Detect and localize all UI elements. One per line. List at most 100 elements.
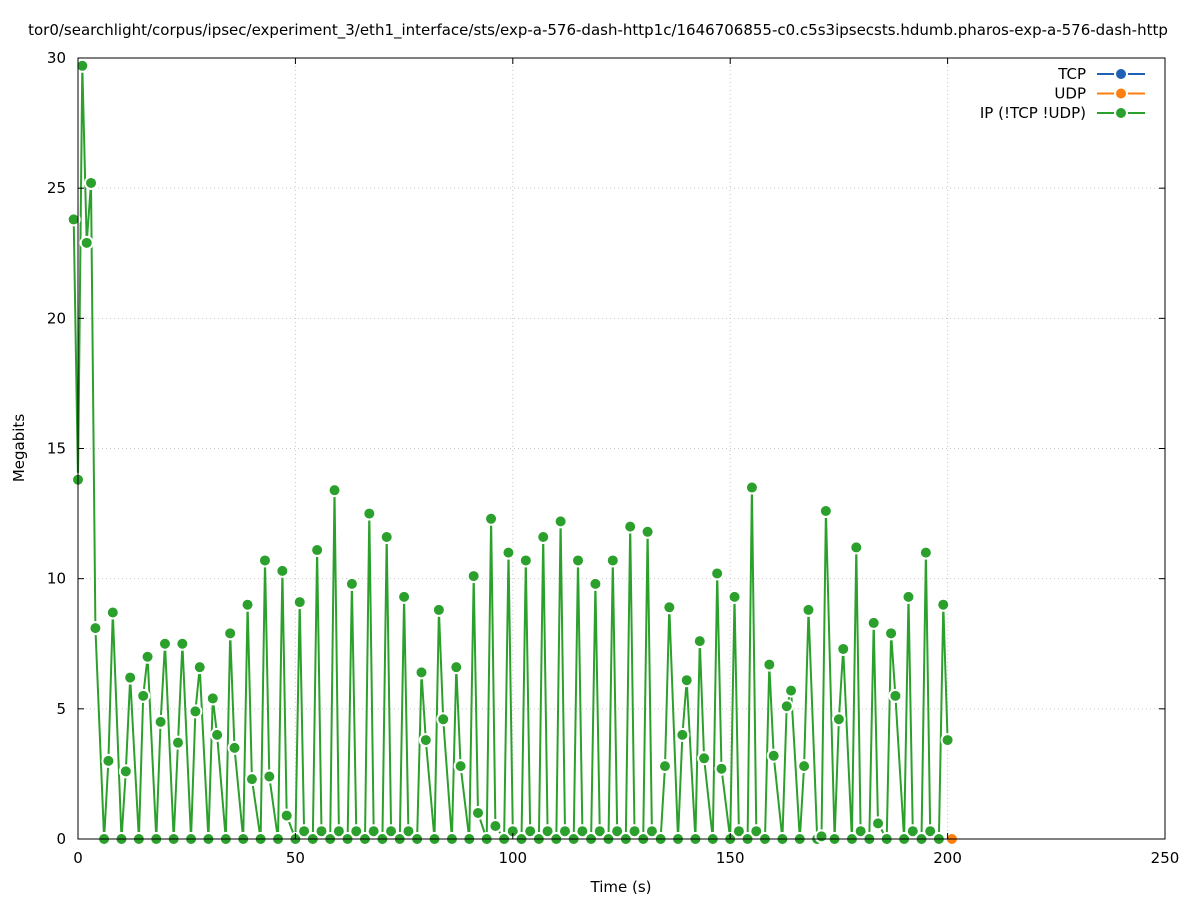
data-point <box>75 58 90 73</box>
data-point <box>431 602 446 617</box>
data-point <box>275 563 290 578</box>
data-point <box>940 733 955 748</box>
y-tick-label: 10 <box>47 570 66 588</box>
y-tick-label: 30 <box>47 49 66 67</box>
data-point <box>227 740 242 755</box>
data-point <box>536 530 551 545</box>
data-point <box>244 772 259 787</box>
data-point <box>344 576 359 591</box>
x-tick-label: 0 <box>73 849 83 867</box>
data-point <box>518 553 533 568</box>
data-point <box>627 824 642 839</box>
data-point <box>88 621 103 636</box>
data-point <box>884 626 899 641</box>
x-tick-label: 100 <box>498 849 527 867</box>
legend-label: UDP <box>1054 85 1086 103</box>
data-point <box>101 753 116 768</box>
data-point <box>331 824 346 839</box>
y-tick-label: 20 <box>47 309 66 327</box>
data-point <box>257 553 272 568</box>
data-point <box>223 626 238 641</box>
data-point <box>797 759 812 774</box>
data-point <box>918 545 933 560</box>
data-point <box>762 657 777 672</box>
data-point <box>397 589 412 604</box>
data-point <box>784 683 799 698</box>
data-point <box>123 670 138 685</box>
data-point <box>84 175 99 190</box>
data-point <box>831 712 846 727</box>
data-point <box>801 602 816 617</box>
data-point <box>692 634 707 649</box>
data-point <box>866 615 881 630</box>
data-point <box>766 748 781 763</box>
data-point <box>210 727 225 742</box>
data-point <box>553 514 568 529</box>
data-point <box>466 569 481 584</box>
data-point <box>66 212 81 227</box>
data-point <box>240 597 255 612</box>
data-point <box>366 824 381 839</box>
data-point <box>540 824 555 839</box>
data-point <box>279 808 294 823</box>
data-point <box>644 824 659 839</box>
data-point <box>575 824 590 839</box>
data-point <box>818 503 833 518</box>
chart-title: tor0/searchlight/corpus/ipsec/experiment… <box>28 21 1168 40</box>
data-point <box>605 553 620 568</box>
data-point <box>414 665 429 680</box>
x-axis-label: Time (s) <box>590 878 652 896</box>
data-point <box>171 735 186 750</box>
data-point <box>262 769 277 784</box>
data-point <box>571 553 586 568</box>
data-point <box>297 824 312 839</box>
data-point <box>484 511 499 526</box>
x-axis: 0 50 100 150 200 250 <box>73 58 1179 867</box>
y-axis-label: Megabits <box>10 414 28 482</box>
data-point <box>453 759 468 774</box>
data-point <box>640 524 655 539</box>
data-point <box>923 824 938 839</box>
data-point <box>310 543 325 558</box>
data-point <box>697 751 712 766</box>
data-point <box>327 483 342 498</box>
data-point <box>744 480 759 495</box>
data-point <box>779 699 794 714</box>
data-point <box>853 824 868 839</box>
data-point <box>349 824 364 839</box>
x-tick-label: 50 <box>286 849 305 867</box>
data-point <box>888 688 903 703</box>
data-point <box>610 824 625 839</box>
y-tick-label: 0 <box>56 830 66 848</box>
data-point <box>362 506 377 521</box>
data-point <box>849 540 864 555</box>
data-point <box>727 589 742 604</box>
data-point <box>436 712 451 727</box>
data-point <box>157 636 172 651</box>
data-point <box>749 824 764 839</box>
data-point <box>836 641 851 656</box>
legend-label: IP (!TCP !UDP) <box>980 104 1086 122</box>
data-point <box>118 764 133 779</box>
x-tick-label: 150 <box>716 849 745 867</box>
data-point <box>679 673 694 688</box>
data-point <box>136 688 151 703</box>
x-tick-label: 200 <box>933 849 962 867</box>
data-point <box>449 660 464 675</box>
data-point <box>662 600 677 615</box>
legend-marker <box>1114 86 1128 101</box>
data-point <box>657 759 672 774</box>
data-point <box>557 824 572 839</box>
data-point <box>936 597 951 612</box>
data-point <box>901 589 916 604</box>
data-point <box>292 595 307 610</box>
data-point <box>488 818 503 833</box>
data-point <box>175 636 190 651</box>
data-point <box>79 235 94 250</box>
y-tick-label: 15 <box>47 440 66 458</box>
y-tick-label: 25 <box>47 179 66 197</box>
data-point <box>623 519 638 534</box>
data-point <box>140 649 155 664</box>
